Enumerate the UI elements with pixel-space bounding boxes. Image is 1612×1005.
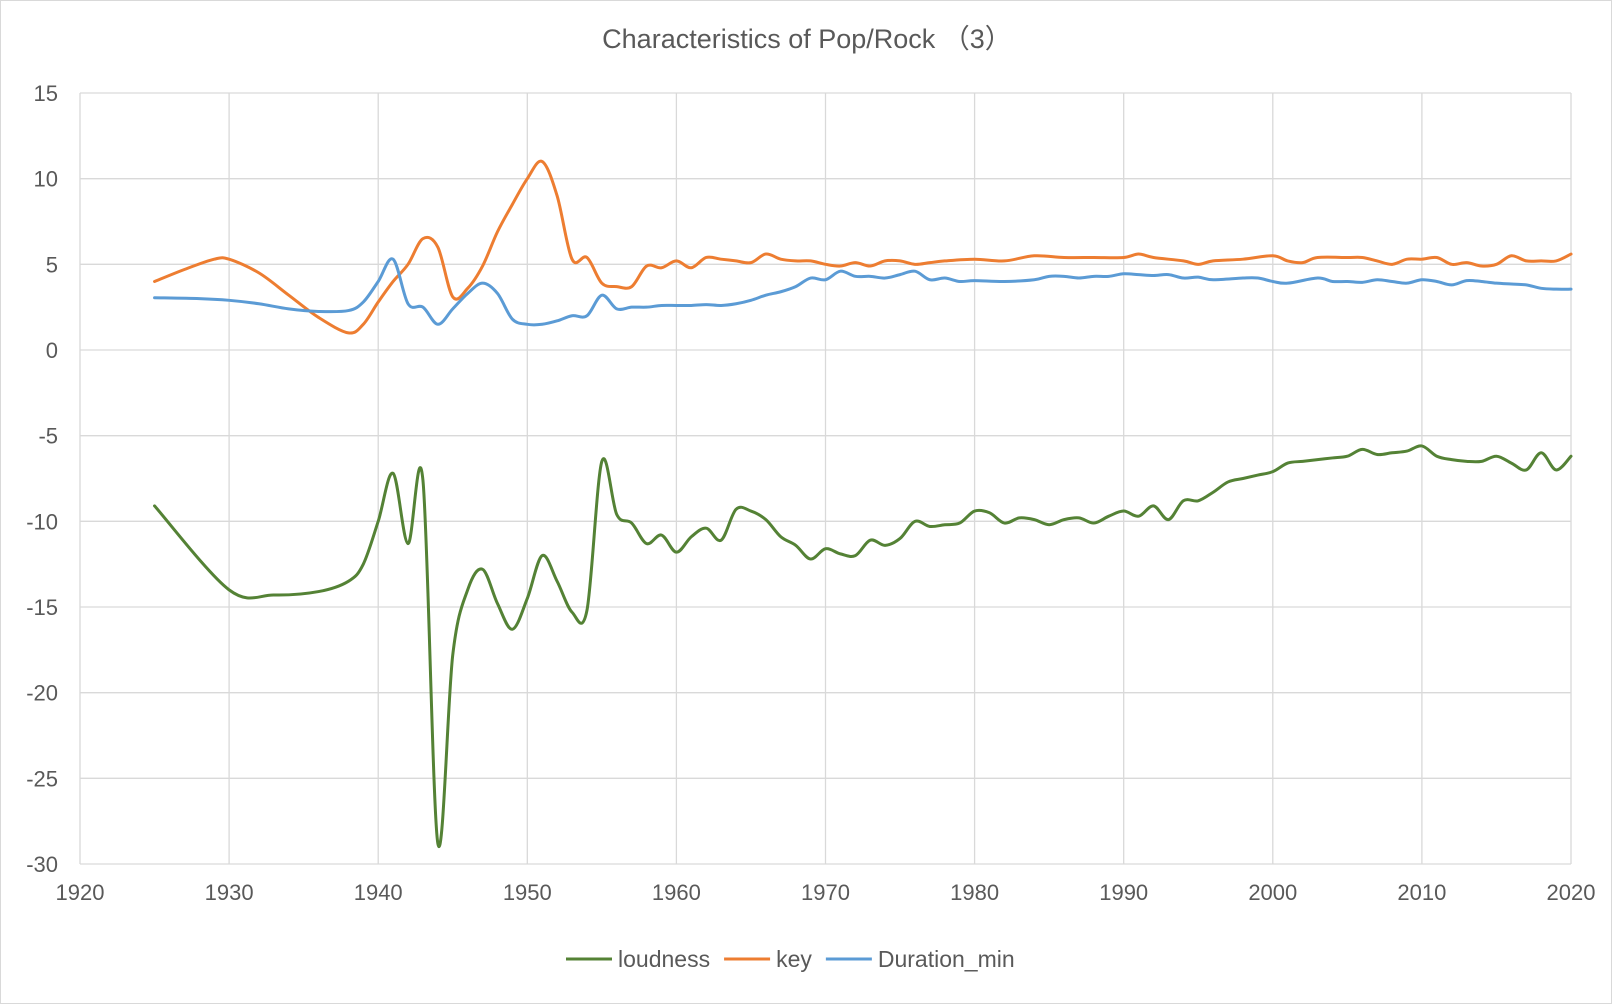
y-tick-label: 0 [46,338,58,363]
x-tick-label: 1920 [56,880,105,905]
x-tick-label: 1940 [354,880,403,905]
y-tick-label: -15 [26,595,58,620]
x-tick-label: 1930 [205,880,254,905]
legend: loudness key Duration_min [566,946,1015,972]
y-tick-label: -25 [26,766,58,791]
x-tick-label: 1950 [503,880,552,905]
axis-tick-labels: 15 10 5 0 -5 -10 -15 -20 -25 -30 1920 1930 1940 1950 1… [26,81,1595,905]
legend-label: key [776,946,812,972]
legend-label: loudness [618,946,710,972]
gridlines [79,92,1572,865]
y-tick-label: 15 [34,81,58,106]
y-tick-label: 5 [46,252,58,277]
y-tick-label: 10 [34,167,58,192]
y-tick-label: -10 [26,509,58,534]
legend-label: Duration_min [878,946,1015,972]
x-tick-label: 1960 [652,880,701,905]
series-line-loudness [153,444,1573,849]
y-tick-label: -30 [26,852,58,877]
x-tick-label: 2010 [1397,880,1446,905]
y-tick-label: -20 [26,681,58,706]
series-line-duration-min [153,257,1573,327]
x-tick-label: 1970 [801,880,850,905]
y-tick-label: -5 [38,424,58,449]
chart-title: Characteristics of Pop/Rock （3） [602,24,1012,54]
series-line-key [153,159,1573,335]
x-tick-label: 1990 [1099,880,1148,905]
x-tick-label: 2020 [1547,880,1596,905]
x-tick-label: 2000 [1248,880,1297,905]
series-lines [153,159,1573,849]
x-tick-label: 1980 [950,880,999,905]
